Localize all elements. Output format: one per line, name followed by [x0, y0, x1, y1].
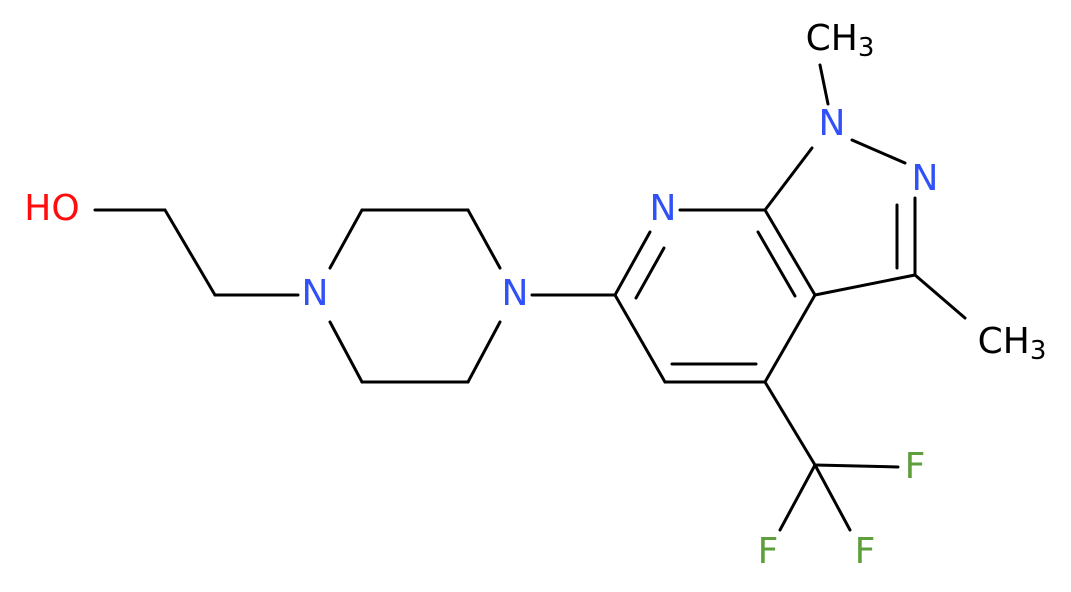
- bonds: [93, 63, 967, 532]
- atom-symbol: CH: [806, 18, 858, 59]
- atom-label: HO: [24, 188, 79, 229]
- atom-subscript: 3: [1030, 336, 1047, 366]
- atom-label: N: [912, 158, 939, 199]
- atom-label: F: [758, 531, 779, 572]
- atom-symbol: CH: [978, 321, 1030, 362]
- atom-label: F: [855, 531, 876, 572]
- atom-label: N: [650, 188, 677, 229]
- atom-subscript: 3: [858, 33, 875, 63]
- atom-label: F: [905, 446, 926, 487]
- atom-label: N: [302, 273, 329, 314]
- atom-label: CH3: [806, 18, 875, 63]
- atom-label: N: [819, 103, 846, 144]
- atom-label: N: [502, 273, 529, 314]
- atom-label: CH3: [978, 321, 1047, 366]
